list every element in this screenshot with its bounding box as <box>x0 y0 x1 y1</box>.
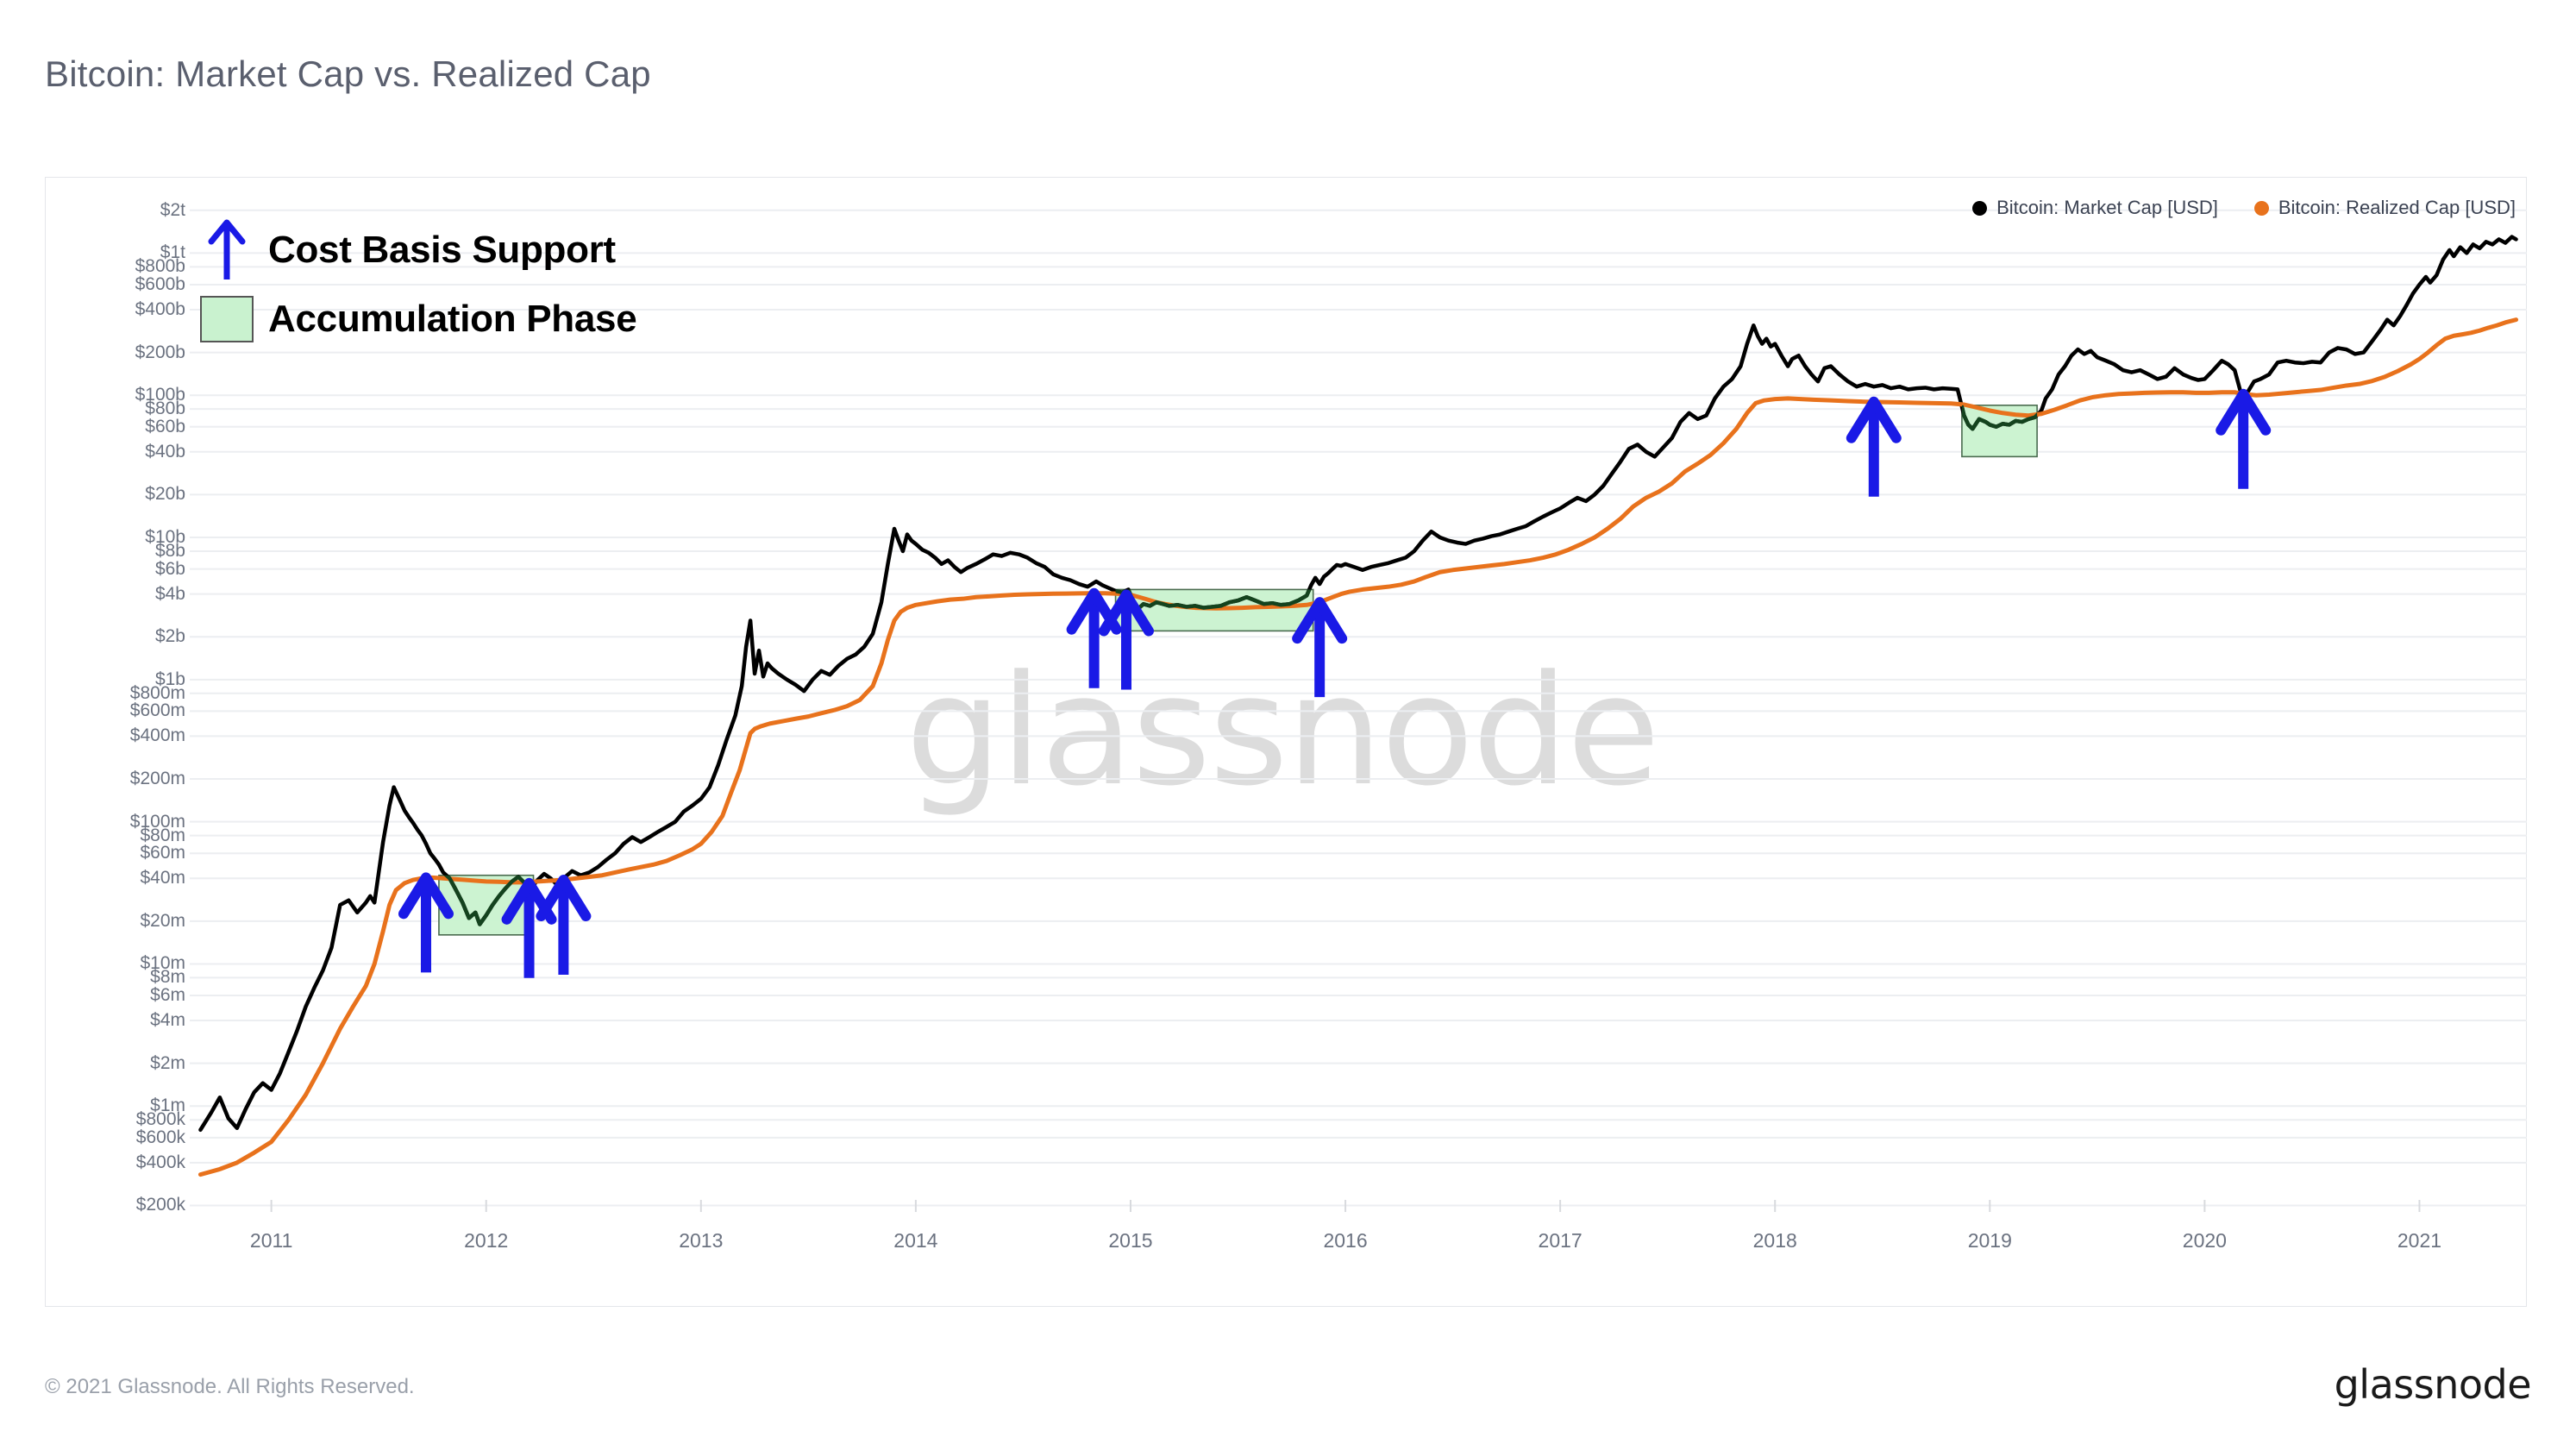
x-axis-tick-label: 2014 <box>893 1229 938 1252</box>
x-axis-tick-label: 2012 <box>464 1229 509 1252</box>
cost-basis-support-arrow-6 <box>1292 597 1348 698</box>
page-title: Bitcoin: Market Cap vs. Realized Cap <box>45 53 651 94</box>
cost-basis-support-arrow-1 <box>398 872 454 973</box>
legend-item-market-cap[interactable]: Bitcoin: Market Cap [USD] <box>1972 197 2218 219</box>
cost-basis-support-arrow-8 <box>2216 388 2272 489</box>
x-axis-tick-label: 2011 <box>249 1229 293 1252</box>
x-axis-tick-label: 2020 <box>2182 1229 2227 1252</box>
annotation-key-row-cost-basis-support: Cost Basis Support <box>185 216 636 285</box>
footer-copyright: © 2021 Glassnode. All Rights Reserved. <box>45 1375 415 1398</box>
annotation-key-label: Cost Basis Support <box>268 229 616 271</box>
x-axis: 2011 2012 2013 2014 2015 2016 2017 2018 2019 2020… <box>0 1229 2576 1264</box>
annotation-key-row-accumulation-phase: Accumulation Phase <box>185 285 637 354</box>
cost-basis-support-arrow-7 <box>1846 396 1902 497</box>
x-axis-tick-label: 2018 <box>1752 1229 1797 1252</box>
dot-icon <box>2253 200 2269 216</box>
x-axis-tick-label: 2015 <box>1108 1229 1153 1252</box>
annotation-key-label: Accumulation Phase <box>268 298 637 340</box>
cost-basis-support-arrow-3 <box>536 875 592 976</box>
x-axis-tick-label: 2019 <box>1967 1229 2012 1252</box>
cost-basis-support-arrow-5 <box>1098 589 1154 690</box>
cost-basis-support-arrow-4 <box>1066 587 1122 688</box>
x-axis-tick-label: 2017 <box>1538 1229 1583 1252</box>
x-axis-tick-label: 2021 <box>2397 1229 2442 1252</box>
chart-svg <box>190 209 2527 1212</box>
x-axis-tick-label: 2016 <box>1323 1229 1368 1252</box>
up-arrow-icon <box>185 217 268 283</box>
dot-icon <box>1972 200 1988 216</box>
cost-basis-support-arrows <box>398 388 2272 978</box>
legend-item-label: Bitcoin: Realized Cap [USD] <box>2278 197 2516 218</box>
legend-item-label: Bitcoin: Market Cap [USD] <box>1996 197 2218 218</box>
realized-cap-line <box>197 317 2519 1177</box>
annotation-key: Cost Basis Support Accumulation Phase <box>185 216 637 354</box>
footer-logo: glassnode <box>2334 1361 2532 1408</box>
x-gridlines <box>270 1200 2421 1212</box>
plot-area[interactable] <box>190 194 2527 1212</box>
x-axis-tick-label: 2013 <box>679 1229 724 1252</box>
green-rect-icon <box>200 296 254 342</box>
legend-item-realized-cap[interactable]: Bitcoin: Realized Cap [USD] <box>2253 197 2516 219</box>
series-legend[interactable]: Bitcoin: Market Cap [USD] Bitcoin: Realiz… <box>1972 197 2516 219</box>
gridlines <box>190 209 2527 1207</box>
green-rect-icon <box>185 296 268 342</box>
